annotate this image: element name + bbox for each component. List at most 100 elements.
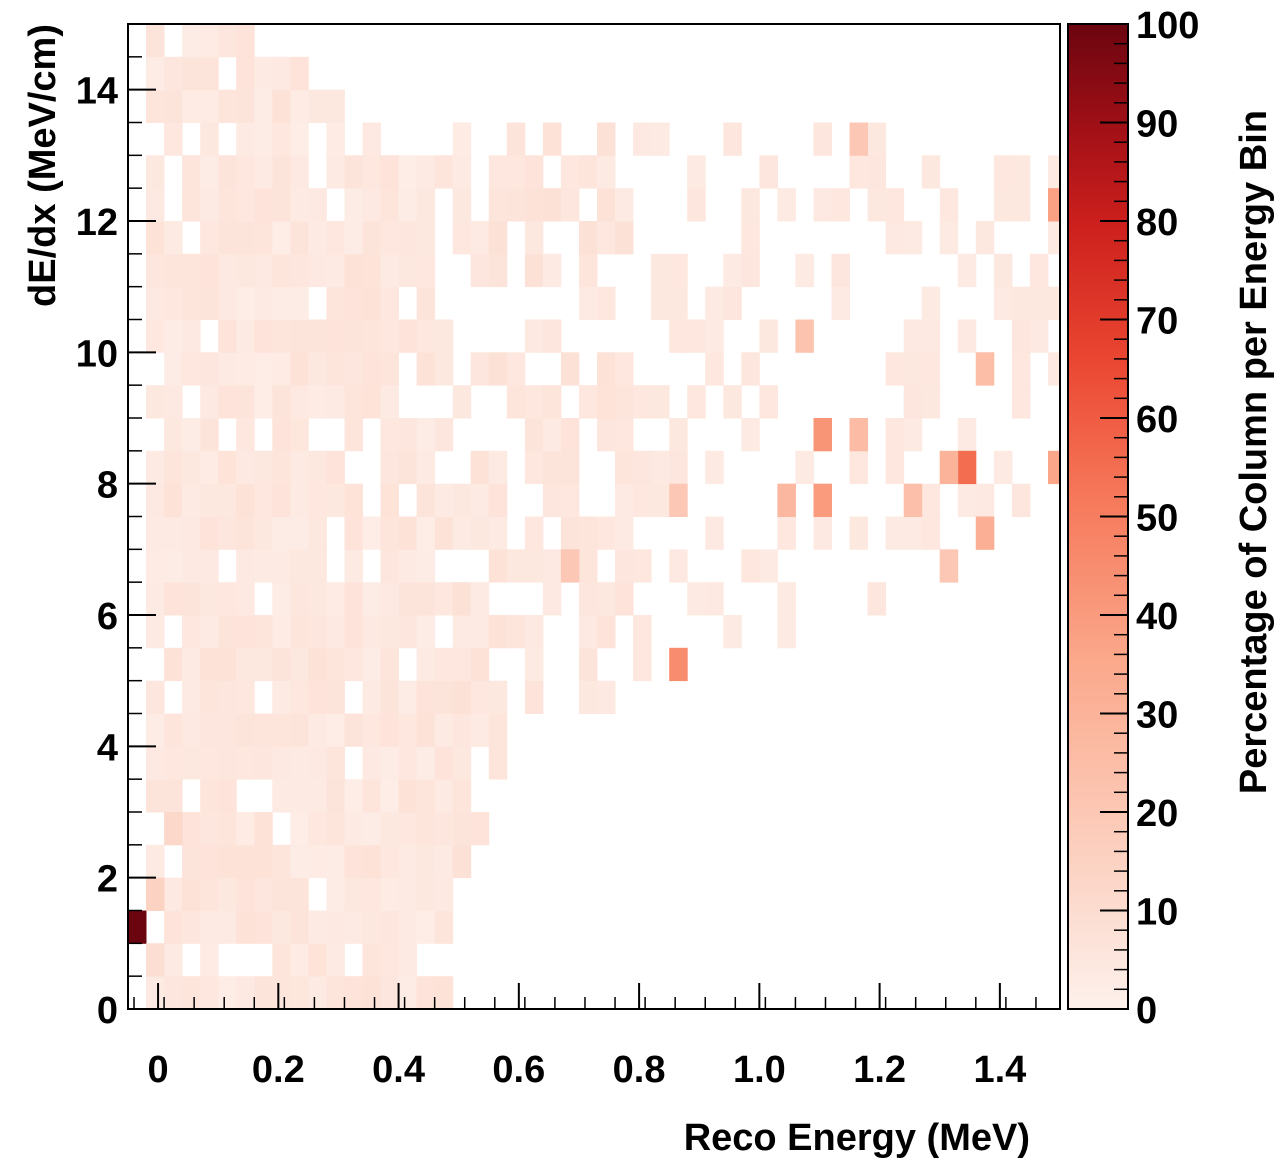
heatmap-cell: [344, 877, 363, 911]
heatmap-cell: [236, 976, 255, 1009]
heatmap-cell: [290, 647, 309, 682]
heatmap-cell: [218, 647, 237, 682]
heatmap-cell-highlight: [975, 516, 995, 550]
heatmap-cell: [218, 844, 237, 879]
heatmap-cell: [398, 746, 418, 780]
heatmap-cell: [200, 615, 219, 649]
heatmap-cell: [813, 516, 832, 550]
heatmap-cell: [326, 385, 345, 419]
heatmap-cell: [290, 122, 309, 156]
heatmap-cell: [290, 943, 309, 977]
heatmap-cell: [903, 352, 923, 386]
heatmap-cell: [560, 483, 580, 517]
heatmap-cell: [669, 450, 688, 485]
heatmap-cell: [164, 450, 183, 485]
heatmap-cell: [795, 253, 814, 288]
heatmap-cell: [560, 352, 580, 386]
heatmap-cell: [308, 647, 327, 682]
heatmap-cell: [380, 877, 399, 911]
heatmap-cell: [1011, 286, 1031, 320]
heatmap-cell: [146, 221, 165, 255]
heatmap-cell: [452, 812, 472, 846]
heatmap-cell: [1011, 385, 1031, 419]
heatmap-cell: [975, 483, 995, 517]
heatmap-cell: [218, 582, 237, 616]
heatmap-cell: [182, 483, 201, 517]
heatmap-cell: [452, 385, 472, 419]
x-tick-label: 1.2: [853, 1049, 906, 1091]
heatmap-cell: [633, 450, 652, 485]
heatmap-cell: [434, 319, 454, 353]
heatmap-cell: [290, 615, 309, 649]
heatmap-cell: [146, 385, 165, 419]
heatmap-cell: [254, 549, 273, 583]
y-tick-label: 14: [76, 71, 118, 113]
heatmap-cell: [290, 385, 309, 419]
heatmap-cell: [398, 418, 418, 452]
heatmap-cell: [416, 286, 436, 320]
heatmap-cell: [416, 615, 436, 649]
heatmap-cell: [416, 319, 436, 353]
heatmap-cell: [416, 844, 436, 879]
heatmap-cell: [290, 319, 309, 353]
heatmap-cell: [1048, 286, 1060, 320]
heatmap-cell: [434, 746, 454, 780]
heatmap-cell: [182, 89, 201, 123]
heatmap-cell: [236, 352, 255, 386]
heatmap-cell: [290, 844, 309, 879]
heatmap-cell: [903, 516, 923, 550]
heatmap-cell: [885, 516, 905, 550]
heatmap-cell: [272, 680, 291, 714]
heatmap-cell: [236, 582, 255, 616]
heatmap-cell: [290, 483, 309, 517]
heatmap-cell: [272, 221, 291, 255]
heatmap-cell: [146, 549, 165, 583]
heatmap-cell-highlight: [939, 450, 959, 485]
heatmap-cell: [236, 56, 255, 91]
heatmap-cell: [182, 713, 201, 747]
heatmap-cell: [705, 286, 724, 320]
heatmap-cell: [362, 122, 381, 156]
heatmap-cell: [380, 746, 399, 780]
heatmap-cell: [362, 615, 381, 649]
heatmap-cell: [560, 418, 580, 452]
heatmap-cell: [290, 188, 309, 222]
heatmap-cell: [290, 155, 309, 189]
heatmap-cell: [362, 516, 381, 550]
heatmap-cell: [326, 680, 345, 714]
heatmap-cell: [434, 352, 454, 386]
heatmap-cell: [344, 812, 363, 846]
heatmap-cell: [272, 516, 291, 550]
heatmap-cell: [308, 976, 327, 1009]
heatmap-cell: [903, 319, 923, 353]
heatmap-cell: [885, 418, 905, 452]
heatmap-cell: [164, 713, 183, 747]
heatmap-cell: [344, 418, 363, 452]
heatmap-cell: [308, 615, 327, 649]
heatmap-cell: [164, 253, 183, 288]
heatmap-cell: [182, 877, 201, 911]
heatmap-cell: [236, 155, 255, 189]
heatmap-cell: [759, 319, 778, 353]
heatmap-cell: [200, 155, 219, 189]
heatmap-cell: [164, 582, 183, 616]
heatmap-cell: [182, 319, 201, 353]
heatmap-cell: [903, 385, 923, 419]
heatmap-cell: [777, 188, 796, 222]
heatmap-cell: [380, 812, 399, 846]
heatmap-cell: [831, 286, 850, 320]
heatmap-cell: [452, 647, 472, 682]
heatmap-cell: [993, 188, 1013, 222]
x-axis-title: Reco Energy (MeV): [684, 1117, 1030, 1159]
heatmap-cell: [182, 418, 201, 452]
heatmap-cell: [921, 286, 941, 320]
heatmap-cell: [272, 89, 291, 123]
heatmap-cell-highlight: [164, 812, 183, 846]
heatmap-cell: [452, 516, 472, 550]
heatmap-cell: [380, 680, 399, 714]
heatmap-cell: [236, 680, 255, 714]
heatmap-cell: [254, 122, 273, 156]
y-axis-title: dE/dx (MeV/cm): [22, 24, 64, 307]
heatmap-cell: [434, 844, 454, 879]
heatmap-cell: [398, 976, 418, 1009]
